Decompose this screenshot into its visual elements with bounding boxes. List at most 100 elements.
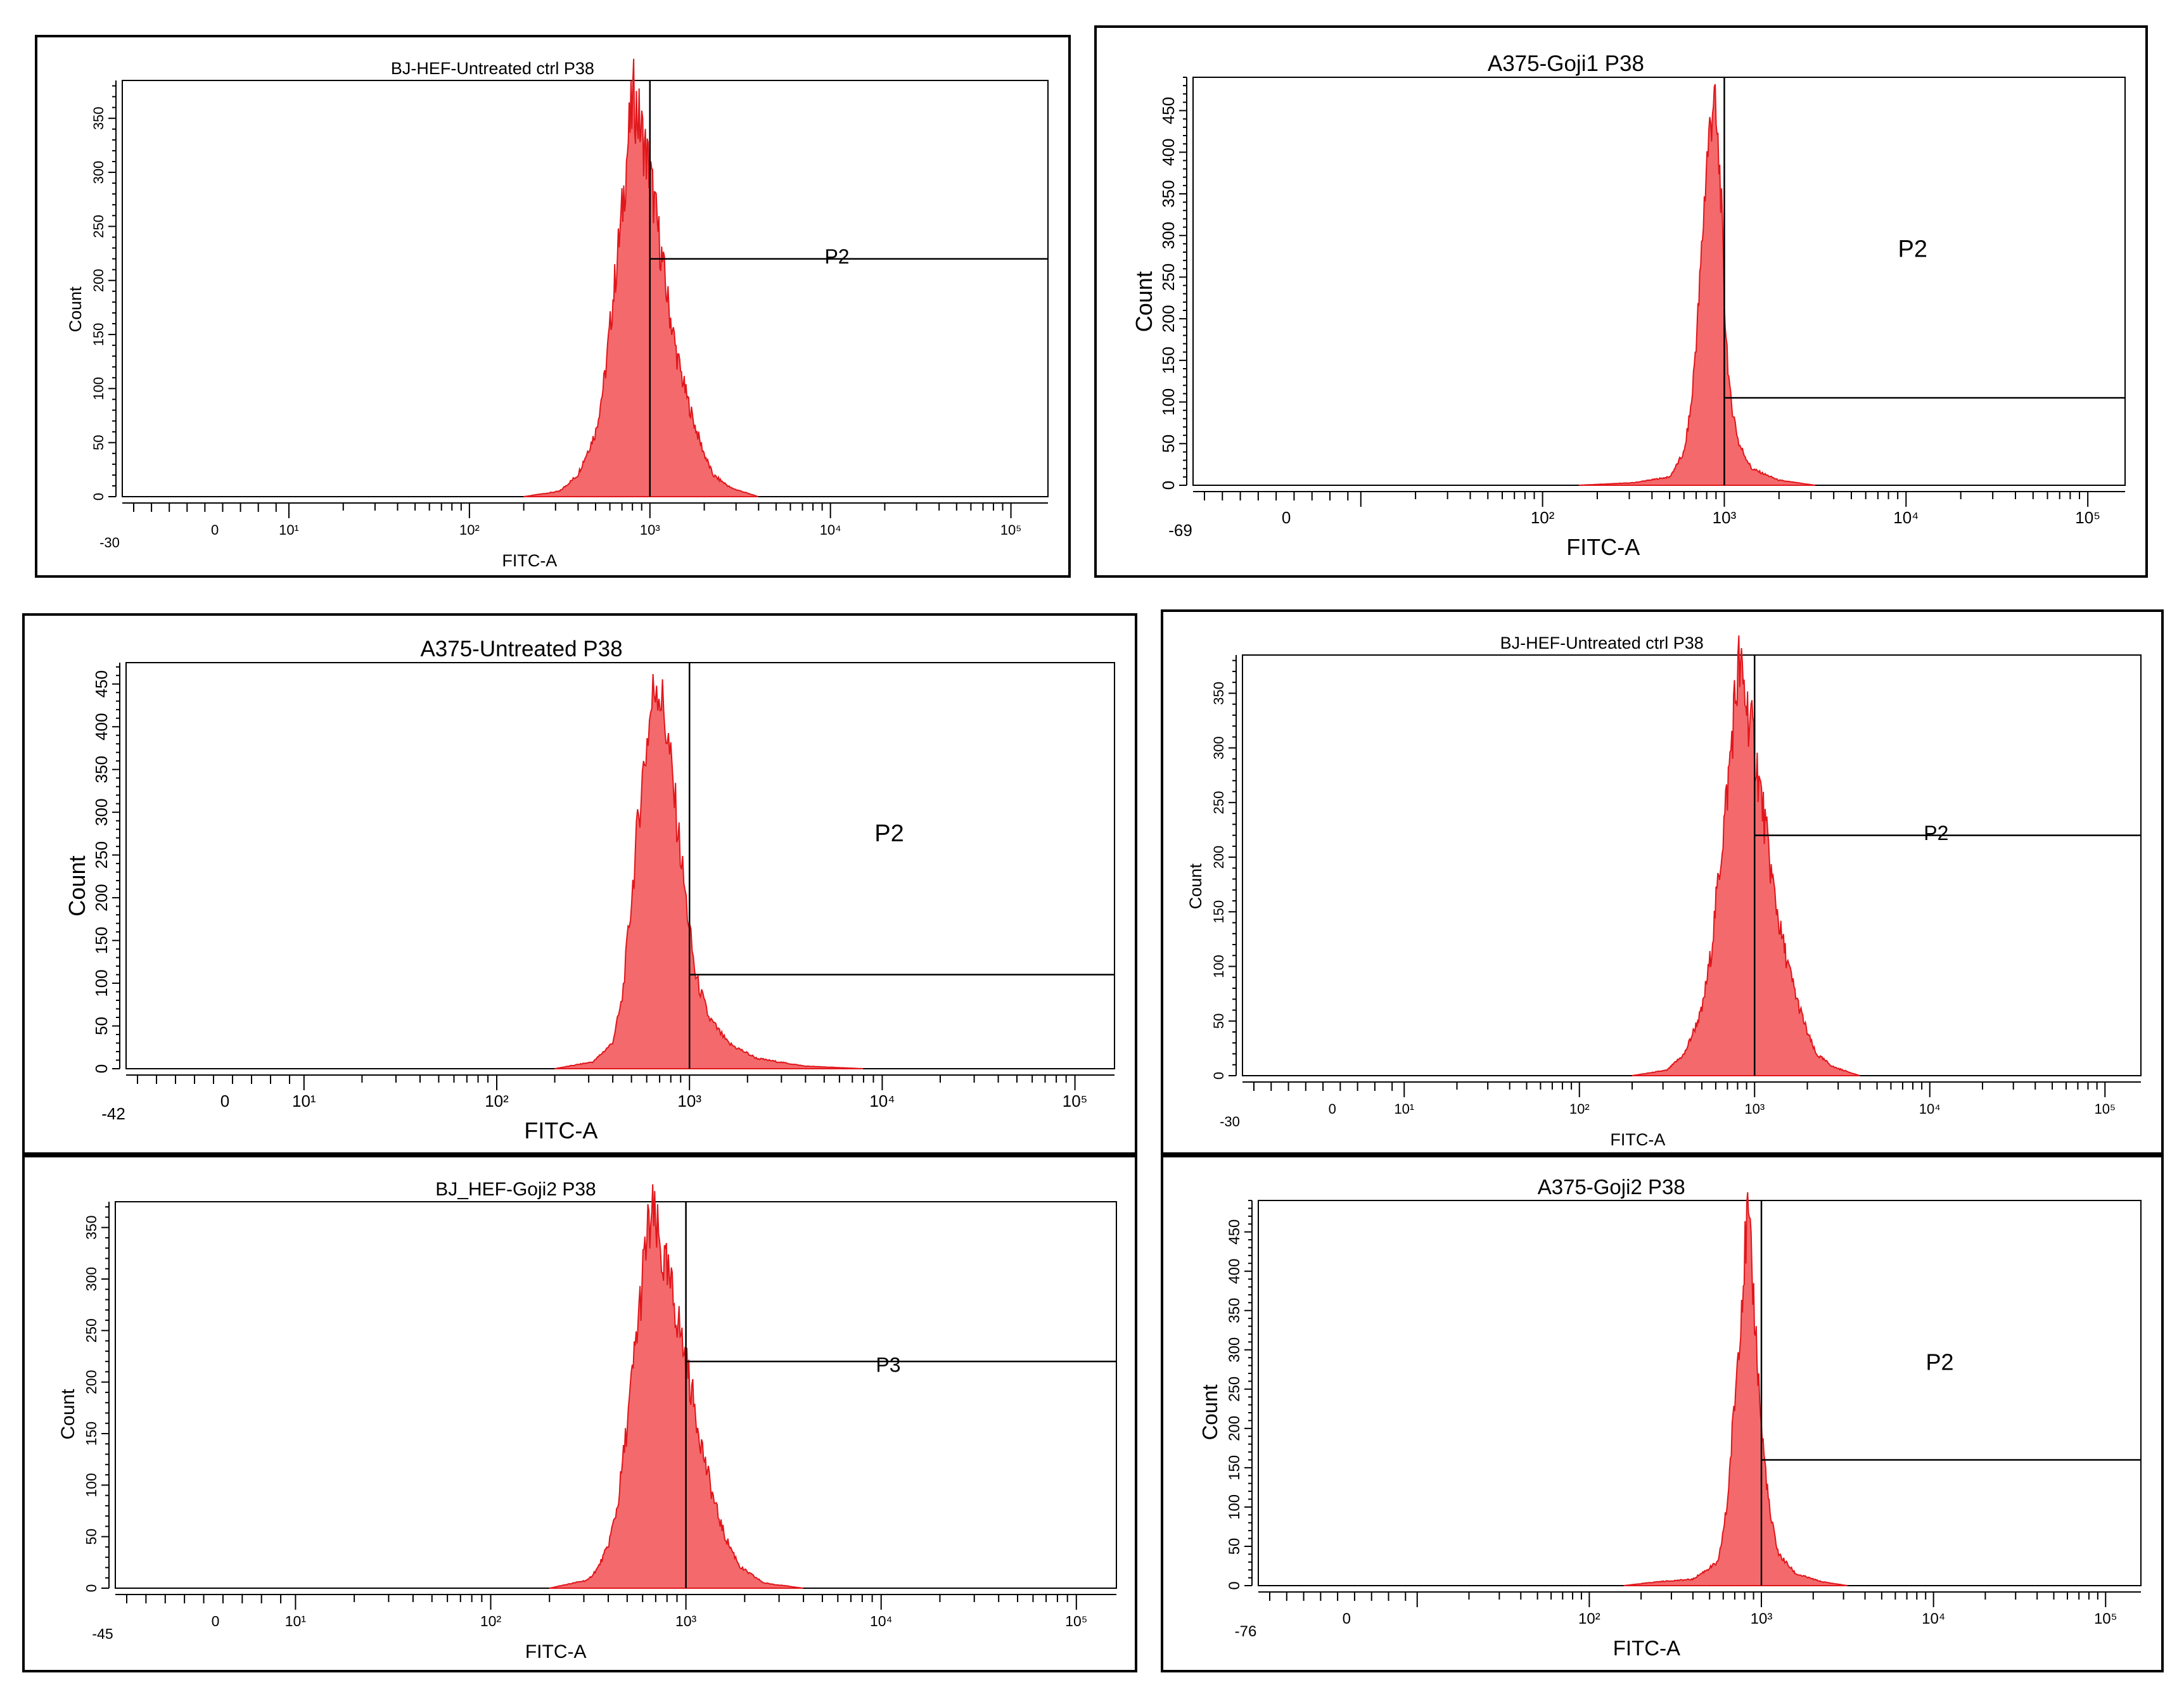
x-tick-label: 10⁴ [869, 1092, 895, 1111]
gate-label: P2 [1924, 822, 1948, 844]
histogram-chart-1: BJ-HEF-Untreated ctrl P38 P2 0 50 100 150 200 2… [66, 58, 1049, 570]
y-tick-label: 100 [91, 377, 106, 400]
y-tick-label: 200 [1226, 1416, 1243, 1441]
x-tick-label: 0 [1343, 1610, 1351, 1627]
histogram-chart-4: BJ-HEF-Untreated ctrl P38 P2 0 50 100 150 200 2… [1186, 633, 2142, 1149]
y-tick-label: 100 [1211, 955, 1227, 978]
x-tick-label: 10² [480, 1613, 502, 1629]
x-tick-label: 10⁵ [2094, 1101, 2116, 1117]
x-tick-label: 10⁴ [820, 522, 841, 538]
chart-title: BJ_HEF-Goji2 P38 [435, 1179, 596, 1200]
y-tick-label: 200 [91, 269, 106, 292]
x-axis-label: FITC-A [1566, 534, 1640, 560]
chart-title: A375-Untreated P38 [420, 637, 622, 661]
x-tick-label: 10⁵ [1000, 522, 1022, 538]
y-tick-label: 200 [83, 1370, 99, 1394]
x-tick-label: 10¹ [279, 522, 299, 538]
histogram-panel-6: A375-Goji2 P38 P2 0 50 100 150 200 250 300 350 400… [1161, 1155, 2164, 1672]
y-tick-label: 250 [1159, 264, 1178, 291]
plot-frame [1258, 1200, 2142, 1586]
x-min-label: -30 [99, 535, 120, 551]
gate-label: P2 [824, 245, 849, 268]
y-tick-label: 400 [92, 713, 111, 741]
y-axis-label: Count [58, 1389, 79, 1440]
y-tick-label: 50 [1159, 435, 1178, 453]
histogram-panel-5: BJ_HEF-Goji2 P38 P3 0 50 100 150 200 250 300 350 C… [22, 1155, 1137, 1672]
y-tick-label: 450 [1159, 97, 1178, 124]
x-tick-label: 10⁴ [870, 1613, 892, 1629]
histogram-chart-2: A375-Goji1 P38 P2 0 50 100 150 200 250 300 350 400… [1131, 51, 2126, 560]
y-tick-label: 250 [83, 1318, 99, 1342]
x-tick-label: 10³ [1751, 1610, 1773, 1627]
y-tick-label: 300 [92, 798, 111, 825]
x-axis-label: FITC-A [524, 1117, 597, 1143]
histogram-chart-6: A375-Goji2 P38 P2 0 50 100 150 200 250 300 350 400… [1198, 1175, 2142, 1660]
x-tick-label: 10² [1531, 508, 1555, 527]
y-tick-label: 250 [92, 841, 111, 869]
y-tick-label: 50 [1226, 1538, 1243, 1555]
y-axis-label: Count [66, 286, 85, 333]
x-tick-label: 10³ [1744, 1101, 1765, 1117]
y-tick-label: 0 [92, 1064, 111, 1073]
y-tick-label: 0 [1211, 1072, 1227, 1079]
y-tick-label: 350 [1159, 180, 1178, 207]
y-tick-label: 150 [1211, 900, 1227, 924]
y-tick-label: 100 [1226, 1494, 1243, 1520]
x-tick-label: 0 [220, 1092, 229, 1111]
y-tick-label: 100 [1159, 388, 1178, 416]
y-tick-label: 400 [1159, 139, 1178, 166]
chart-title: A375-Goji2 P38 [1538, 1175, 1685, 1199]
x-tick-label: 10³ [675, 1613, 697, 1629]
x-tick-label: 10⁵ [1063, 1092, 1088, 1111]
x-tick-label: 0 [212, 1613, 220, 1629]
y-tick-label: 350 [83, 1215, 99, 1239]
y-tick-label: 350 [91, 106, 106, 130]
y-tick-label: 400 [1226, 1259, 1243, 1284]
plot-frame [122, 80, 1049, 497]
x-tick-label: 10⁴ [1893, 508, 1919, 527]
y-tick-label: 450 [1226, 1219, 1243, 1245]
y-tick-label: 0 [83, 1584, 99, 1593]
histogram-chart-5: BJ_HEF-Goji2 P38 P3 0 50 100 150 200 250 300 350 C… [58, 1179, 1117, 1662]
y-axis-label: Count [64, 856, 90, 917]
x-tick-label: 0 [1282, 508, 1291, 527]
x-tick-label: 10⁵ [1065, 1613, 1087, 1629]
x-tick-label: 10³ [1713, 508, 1737, 527]
x-min-label: -42 [101, 1104, 125, 1123]
y-tick-label: 150 [1159, 347, 1178, 374]
x-tick-label: 10⁴ [1919, 1101, 1941, 1117]
y-tick-label: 250 [1226, 1377, 1243, 1402]
x-tick-label: 10² [459, 522, 480, 538]
histogram-area [1632, 635, 1860, 1076]
plot-frame [1242, 654, 2142, 1076]
x-tick-label: 10⁴ [1922, 1610, 1945, 1627]
histogram-area [549, 1184, 803, 1589]
y-tick-label: 300 [1159, 222, 1178, 249]
x-min-label: -69 [1168, 521, 1192, 540]
histogram-chart-3: A375-Untreated P38 P2 0 50 100 150 200 250 300 35… [64, 637, 1115, 1143]
y-tick-label: 200 [92, 884, 111, 911]
y-tick-label: 150 [83, 1422, 99, 1446]
histogram-area [1623, 1192, 1848, 1586]
chart-title: A375-Goji1 P38 [1488, 51, 1644, 76]
y-tick-label: 100 [83, 1473, 99, 1497]
gate-label: P3 [876, 1353, 900, 1376]
y-tick-label: 250 [1211, 791, 1227, 814]
y-tick-label: 50 [1211, 1014, 1227, 1029]
histogram-area [1578, 84, 1816, 486]
x-tick-label: 10¹ [285, 1613, 307, 1629]
histogram-panel-4: BJ-HEF-Untreated ctrl P38 P2 0 50 100 150 200 2… [1161, 609, 2164, 1155]
chart-title: BJ-HEF-Untreated ctrl P38 [1500, 633, 1704, 653]
y-axis-label: Count [1198, 1384, 1222, 1440]
y-tick-label: 450 [92, 670, 111, 697]
y-tick-label: 50 [83, 1529, 99, 1545]
histogram-area [554, 673, 864, 1069]
x-tick-label: 0 [211, 522, 219, 538]
y-tick-label: 350 [1211, 682, 1227, 705]
y-tick-label: 200 [1211, 846, 1227, 869]
y-tick-label: 300 [91, 161, 106, 184]
plot-frame [1192, 77, 2126, 486]
x-axis-label: FITC-A [1613, 1636, 1680, 1660]
x-tick-label: 0 [1329, 1101, 1336, 1117]
y-axis-label: Count [1131, 271, 1157, 332]
